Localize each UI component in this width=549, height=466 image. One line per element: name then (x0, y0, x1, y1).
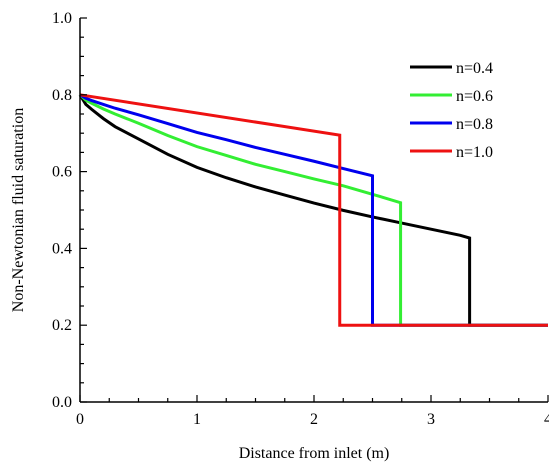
series-line-1 (78, 93, 548, 327)
x-tick-label: 1 (193, 411, 201, 428)
legend-label-3: n=1.0 (456, 144, 493, 161)
y-tick-label: 1.0 (52, 10, 72, 27)
x-tick-label: 4 (544, 411, 549, 428)
x-tick-label: 0 (76, 411, 84, 428)
series-line-3 (79, 93, 548, 327)
axes-layer: 0.0 0.2 0.4 0.6 0.8 1.0 0 1 2 3 4 (52, 10, 549, 428)
y-tick-label: 0.8 (52, 87, 72, 104)
y-tick-label: 0.6 (52, 164, 72, 181)
x-tick-label: 3 (427, 411, 435, 428)
x-tick-label: 2 (310, 411, 318, 428)
series-layer (78, 93, 548, 327)
legend-label-1: n=0.6 (456, 88, 493, 105)
series-line-0 (78, 94, 548, 327)
legend: n=0.4 n=0.6 n=0.8 n=1.0 (410, 60, 493, 161)
y-axis-title: Non-Newtonian fluid saturation (10, 108, 27, 312)
y-tick-label: 0.0 (52, 394, 72, 411)
y-tick-label: 0.4 (52, 240, 72, 257)
x-axis-title: Distance from inlet (m) (239, 445, 390, 462)
legend-label-0: n=0.4 (456, 60, 493, 77)
legend-label-2: n=0.8 (456, 116, 493, 133)
y-tick-label: 0.2 (52, 317, 72, 334)
series-line-2 (79, 93, 548, 327)
